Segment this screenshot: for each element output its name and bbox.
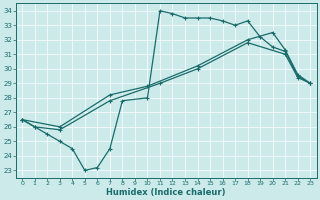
X-axis label: Humidex (Indice chaleur): Humidex (Indice chaleur) (107, 188, 226, 197)
